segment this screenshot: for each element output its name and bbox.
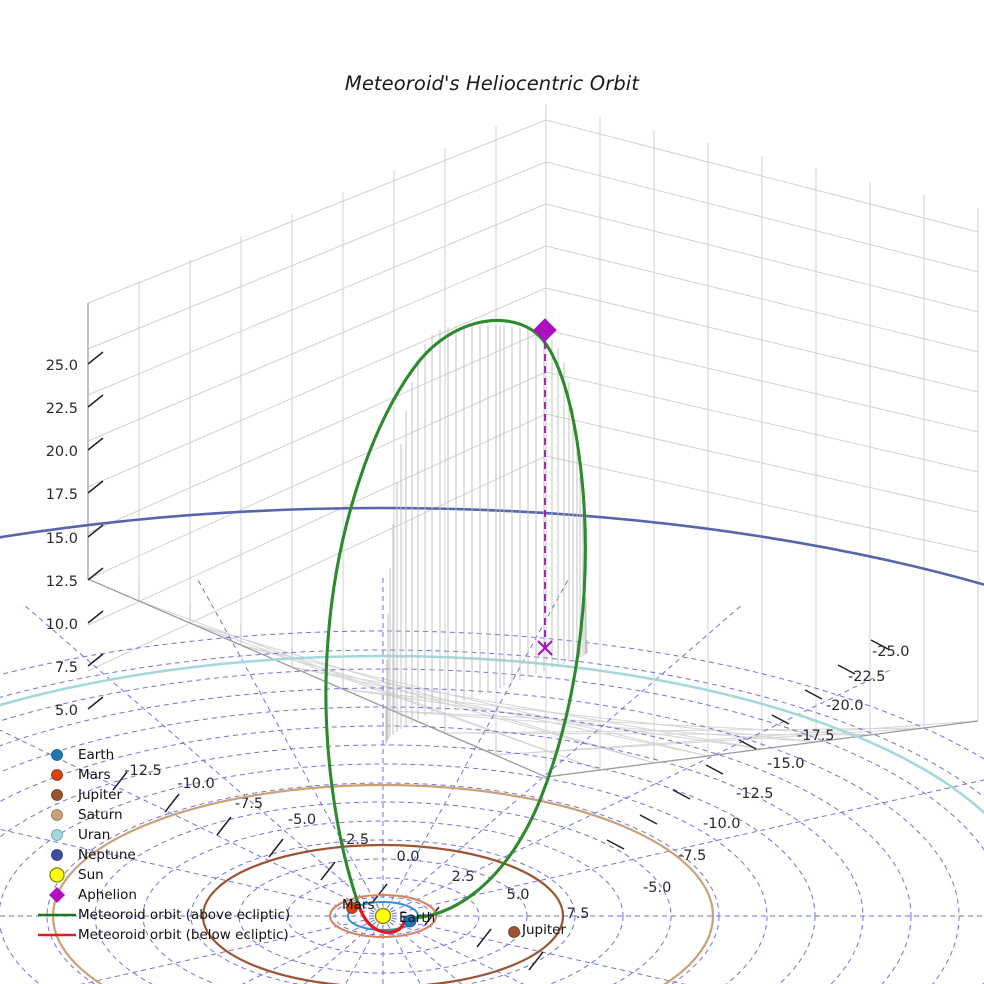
axis-x-ticklabels: -12.5 -10.0 -7.5 -5.0 -2.5 0.0 2.5 5.0 7…: [124, 763, 589, 922]
legend-item-neptune[interactable]: Neptune: [36, 845, 336, 865]
label-earth: Earth: [399, 910, 435, 926]
z-tick-label: 17.5: [46, 487, 78, 503]
y-tick-label: -7.5: [678, 848, 706, 864]
x-tick-label: 5.0: [506, 887, 529, 903]
earth-marker: [403, 914, 417, 928]
jupiter-dot-icon: [36, 785, 78, 805]
legend-item-sun[interactable]: Sun: [36, 865, 336, 885]
jupiter-marker: [508, 926, 520, 938]
axis-y-ticklabels: -25.0 -22.5 -20.0 -17.5 -15.0 -12.5 -10.…: [643, 644, 910, 896]
aphelion-marker: [533, 318, 557, 342]
legend-label: Mars: [78, 767, 111, 783]
y-tick-label: -22.5: [848, 669, 886, 685]
sun-marker: [374, 907, 392, 925]
legend-label: Meteoroid orbit (above ecliptic): [78, 907, 291, 923]
sun-dot-icon: [36, 865, 78, 885]
legend: Earth Mars Jupiter Saturn Uran: [36, 745, 336, 945]
jupiter-orbit: [201, 843, 565, 984]
legend-item-jupiter[interactable]: Jupiter: [36, 785, 336, 805]
y-tick-label: -17.5: [797, 728, 835, 744]
meteoroid-orbit-above: [324, 318, 587, 920]
x-tick-label: -10.0: [177, 776, 215, 792]
pane-right-wall: [545, 104, 979, 777]
legend-item-orbit-below[interactable]: Meteoroid orbit (below ecliptic): [36, 925, 336, 945]
x-tick-label: -2.5: [341, 832, 369, 848]
legend-item-earth[interactable]: Earth: [36, 745, 336, 765]
legend-label: Saturn: [78, 807, 123, 823]
aphelion-diamond-icon: [36, 885, 78, 905]
x-tick-label: 2.5: [451, 869, 474, 885]
legend-label: Sun: [78, 867, 104, 883]
earth-orbit: [347, 901, 419, 931]
z-tick-label: 25.0: [46, 358, 78, 374]
meteoroid-orbit-below: [357, 904, 407, 935]
axis-z-ticklabels: 25.0 22.5 20.0 17.5 15.0 12.5 10.0 7.5 5…: [46, 358, 78, 719]
axis-z-ticks: [87, 351, 104, 710]
x-tick-label: -5.0: [288, 812, 316, 828]
legend-item-aphelion[interactable]: Aphelion: [36, 885, 336, 905]
axis-y-ticks: [606, 639, 889, 850]
y-tick-label: -15.0: [767, 756, 805, 772]
legend-label: Jupiter: [78, 787, 123, 803]
z-tick-label: 20.0: [46, 444, 78, 460]
mars-marker: [346, 902, 358, 914]
green-line-icon: [36, 905, 78, 925]
legend-label: Uran: [78, 827, 111, 843]
label-mars: Mars: [342, 897, 375, 913]
x-tick-label: 0.0: [396, 849, 419, 865]
z-tick-label: 15.0: [46, 531, 78, 547]
legend-item-mars[interactable]: Mars: [36, 765, 336, 785]
legend-label: Neptune: [78, 847, 136, 863]
legend-label: Meteoroid orbit (below ecliptic): [78, 927, 289, 943]
mars-orbit: [329, 894, 437, 938]
legend-item-saturn[interactable]: Saturn: [36, 805, 336, 825]
mars-dot-icon: [36, 765, 78, 785]
legend-item-orbit-above[interactable]: Meteoroid orbit (above ecliptic): [36, 905, 336, 925]
pane-left-wall: [87, 104, 547, 777]
saturn-dot-icon: [36, 805, 78, 825]
y-tick-label: -12.5: [736, 786, 774, 802]
orbit-stems: [385, 325, 588, 744]
x-tick-label: -7.5: [235, 796, 263, 812]
uranus-orbit: [0, 654, 984, 815]
y-tick-label: -25.0: [872, 644, 910, 660]
y-tick-label: -20.0: [826, 698, 864, 714]
legend-item-uran[interactable]: Uran: [36, 825, 336, 845]
axis-spines: [87, 303, 979, 778]
page-title: Meteoroid's Heliocentric Orbit: [344, 72, 640, 95]
legend-label: Aphelion: [78, 887, 137, 903]
uranus-dot-icon: [36, 825, 78, 845]
x-tick-label: 7.5: [566, 906, 589, 922]
earth-dot-icon: [36, 745, 78, 765]
label-jupiter: Jupiter: [521, 922, 566, 938]
legend-label: Earth: [78, 747, 115, 763]
red-line-icon: [36, 925, 78, 945]
z-tick-label: 12.5: [46, 574, 78, 590]
aphelion-projection-marker: [537, 640, 553, 656]
body-markers: [346, 902, 520, 938]
axis-x-ticks: [112, 771, 544, 971]
y-tick-label: -5.0: [643, 880, 671, 896]
neptune-orbit: [0, 506, 984, 587]
z-tick-label: 7.5: [55, 660, 78, 676]
z-tick-label: 22.5: [46, 401, 78, 417]
z-tick-label: 5.0: [55, 703, 78, 719]
y-tick-label: -10.0: [703, 816, 741, 832]
x-tick-label: -12.5: [124, 763, 162, 779]
neptune-dot-icon: [36, 845, 78, 865]
z-tick-label: 10.0: [46, 617, 78, 633]
